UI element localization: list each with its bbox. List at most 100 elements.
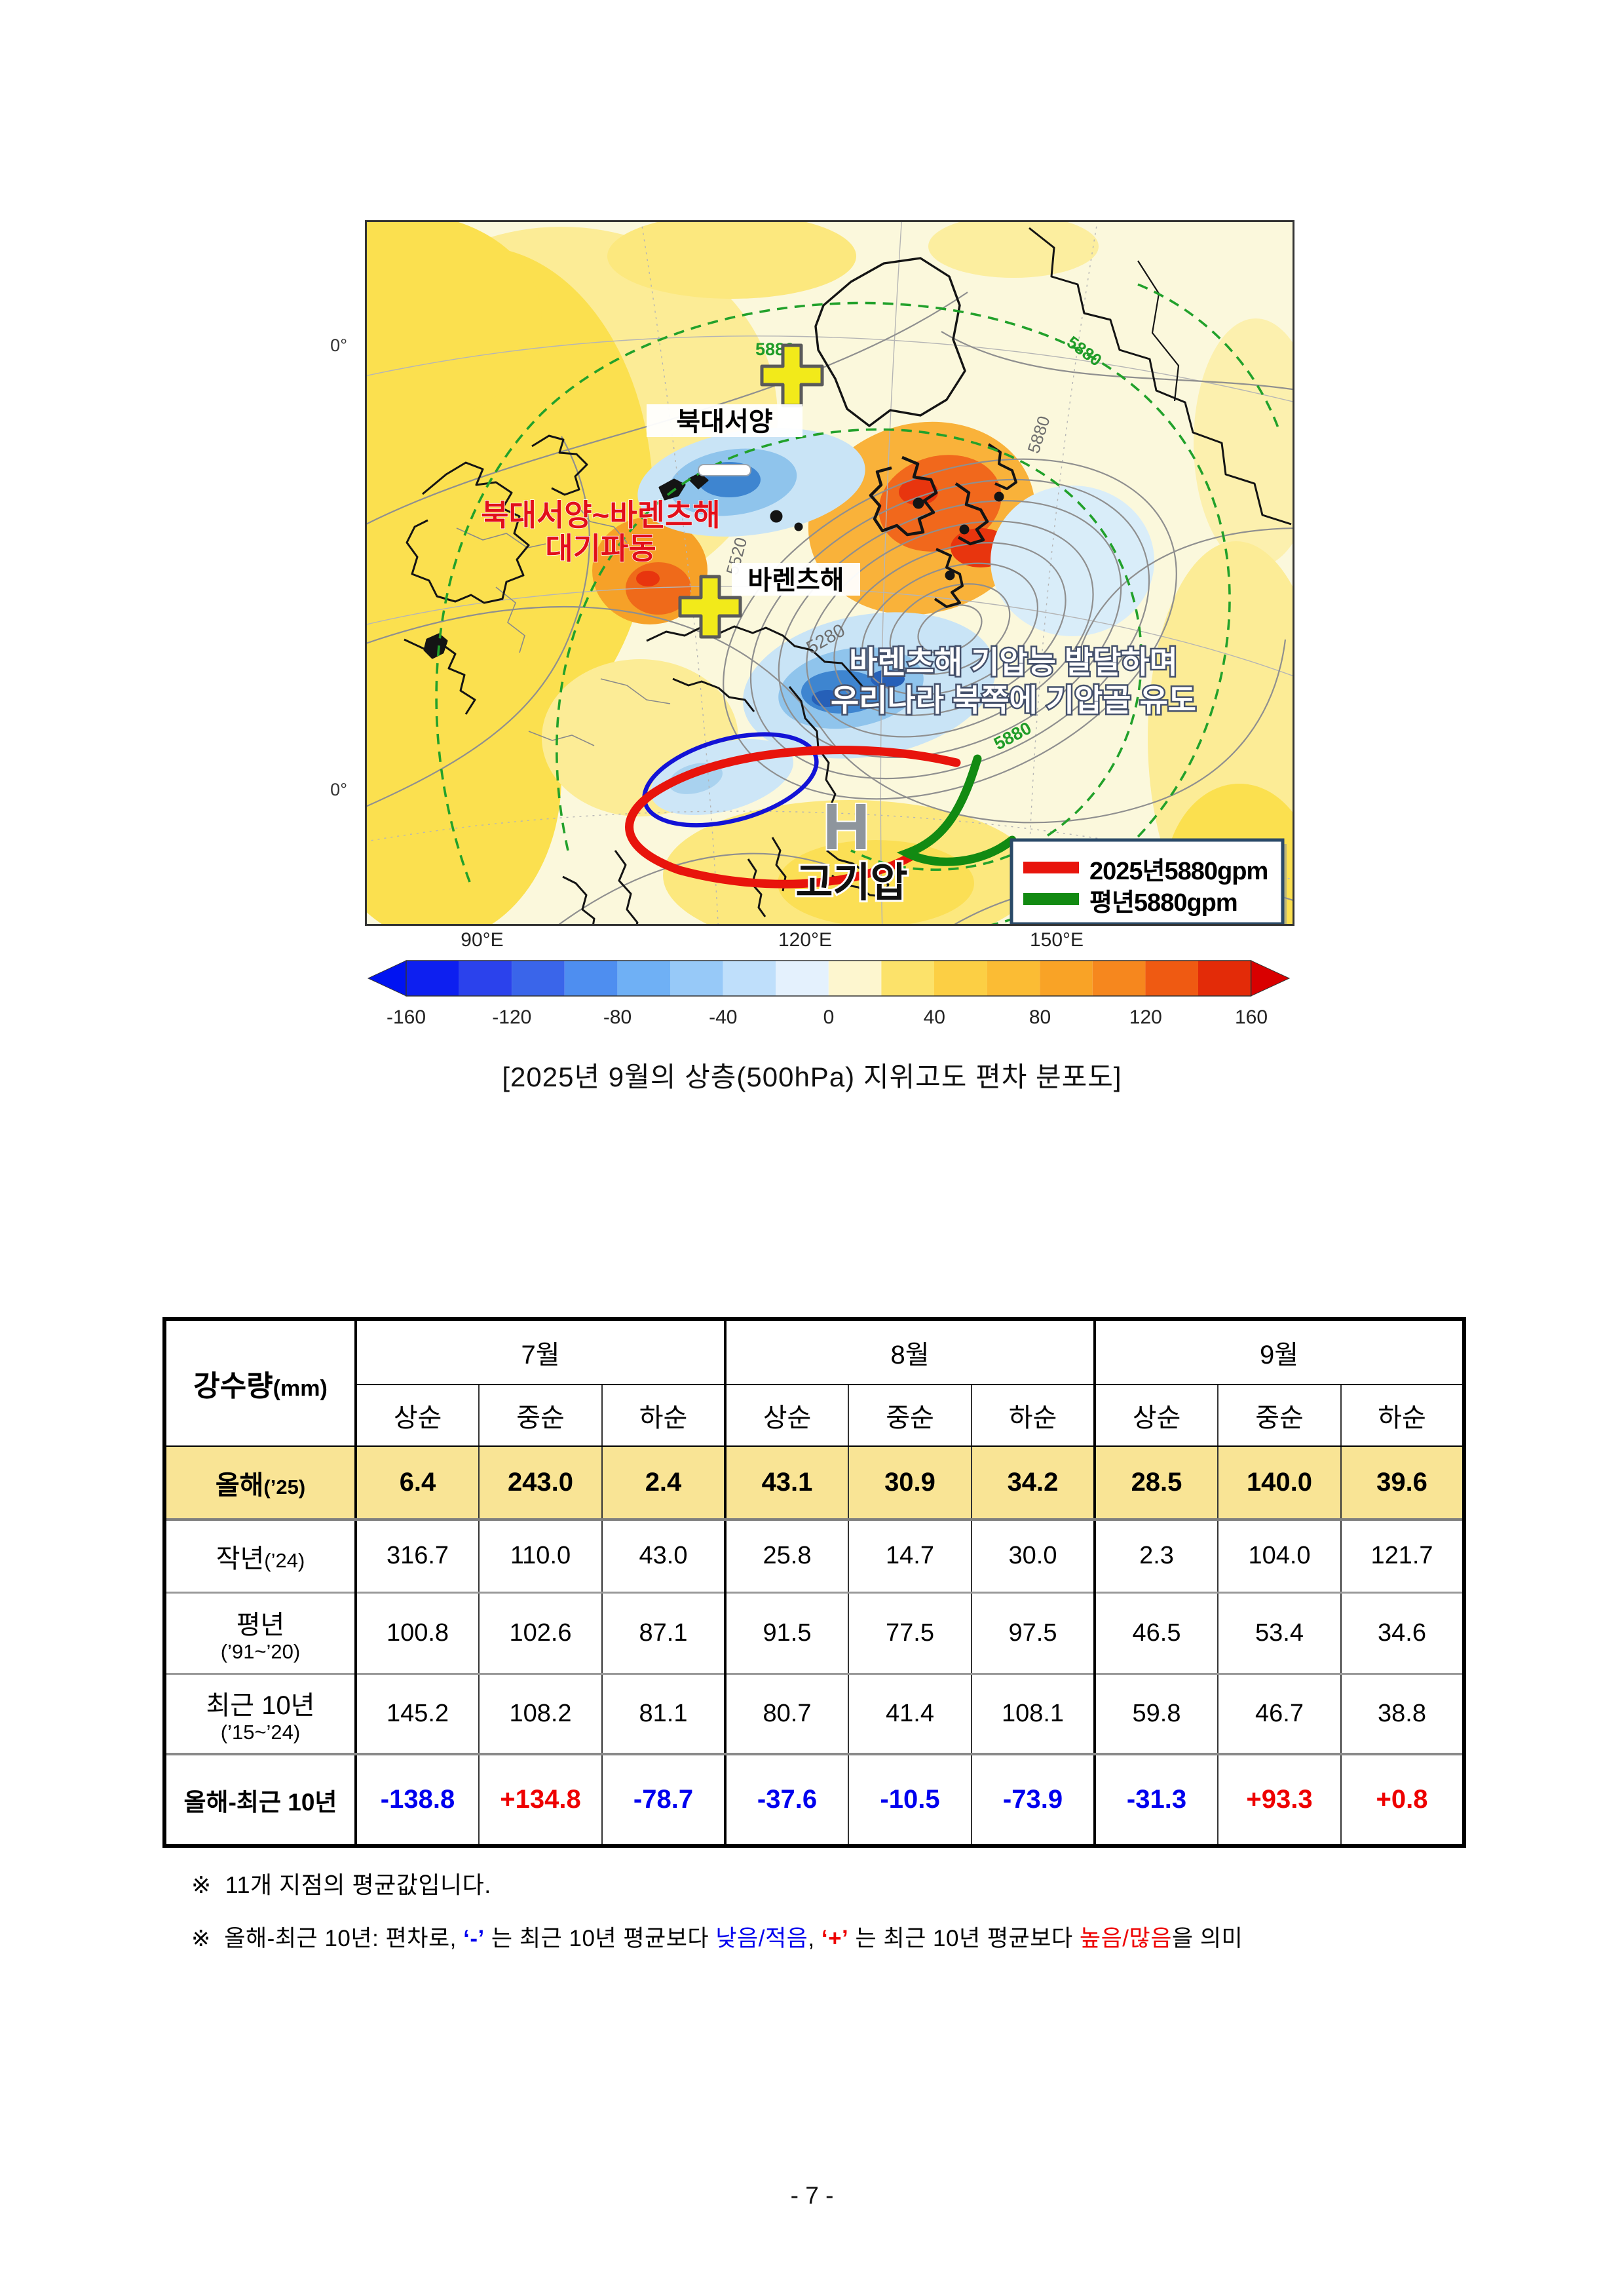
colorbar-segment	[987, 961, 1040, 996]
corner-unit: (mm)	[273, 1376, 328, 1401]
subheader: 상순	[1093, 1385, 1218, 1447]
cell: 14.7	[848, 1520, 972, 1594]
cell: 91.5	[724, 1592, 849, 1675]
legend-label-normal: 평년5880gpm	[1089, 889, 1237, 917]
legend-label-2025: 2025년5880gpm	[1089, 858, 1268, 885]
colorbar-segment	[670, 961, 723, 996]
colorbar-segment	[617, 961, 670, 996]
colorbar-segment	[1092, 961, 1146, 996]
footnote-marker: ※	[191, 1926, 211, 1951]
map-frame	[365, 220, 1294, 926]
cell: -73.9	[971, 1754, 1095, 1846]
colorbar-segment	[1198, 961, 1251, 996]
subheader: 중순	[848, 1385, 972, 1447]
table-corner-header: 강수량(mm)	[164, 1319, 357, 1447]
row-label: 올해	[215, 1470, 264, 1500]
legend-swatch-2025	[1023, 862, 1079, 873]
footnote-lower-term: 낮음/적음	[715, 1926, 808, 1951]
row-last-year: 작년(’24) 316.7 110.0 43.0 25.8 14.7 30.0 …	[164, 1520, 1465, 1594]
colorbar-segment	[459, 961, 512, 996]
lon-label-150e: 150°E	[1029, 929, 1084, 951]
colorbar-segment	[723, 961, 776, 996]
colorbar-segment	[1145, 961, 1198, 996]
cell: 43.0	[601, 1520, 726, 1594]
map-legend: 2025년5880gpm 평년5880gpm	[1010, 838, 1287, 926]
footnote-text: 11개 지점의 평균값입니다.	[225, 1871, 491, 1898]
row-label-paren: (’25)	[263, 1475, 306, 1499]
cell: 243.0	[478, 1446, 603, 1521]
colorbar-segment	[934, 961, 987, 996]
row-label: 올해-최근 10년	[183, 1788, 337, 1816]
subheader: 중순	[1217, 1385, 1342, 1447]
footnote-deviation: ※ 올해-최근 10년: 편차로, ‘-’ 는 최근 10년 평균보다 낮음/적…	[191, 1920, 1243, 1953]
cell: 28.5	[1093, 1446, 1218, 1521]
row-normal: 평년 (’91~’20) 100.8 102.6 87.1 91.5 77.5 9…	[164, 1592, 1465, 1675]
cell: 316.7	[354, 1520, 480, 1594]
page-number: - 7 -	[790, 2182, 834, 2209]
cell: 59.8	[1093, 1674, 1218, 1755]
footnote-plus-symbol: ‘+’	[821, 1926, 849, 1951]
north-atlantic-text: 북대서양	[676, 408, 772, 436]
cell: -31.3	[1093, 1754, 1218, 1846]
row-recent-10yr: 최근 10년 (’15~’24) 145.2 108.2 81.1 80.7 41…	[164, 1674, 1465, 1755]
cell: +134.8	[478, 1754, 603, 1846]
lat-label-0-bottom: 0°	[330, 780, 347, 799]
colorbar-left-arrow	[367, 960, 407, 997]
footnote-part: 올해-최근 10년: 편차로,	[224, 1926, 464, 1951]
cell: 38.8	[1340, 1674, 1465, 1755]
cell: 87.1	[601, 1592, 726, 1675]
footnote-higher-term: 높음/많음	[1079, 1926, 1172, 1951]
cell: 110.0	[478, 1520, 603, 1594]
cell: 145.2	[354, 1674, 480, 1755]
subheader: 상순	[724, 1385, 849, 1447]
colorbar-segment	[564, 961, 618, 996]
footnote-marker: ※	[191, 1871, 212, 1898]
lat-label-0-top: 0°	[330, 335, 347, 355]
colorbar-tick: -40	[709, 1006, 737, 1028]
colorbar-tick: -120	[492, 1006, 531, 1028]
cell: 81.1	[601, 1674, 726, 1755]
colorbar-segment	[881, 961, 934, 996]
row-label-paren: (’15~’24)	[220, 1720, 301, 1744]
cell: +93.3	[1217, 1754, 1342, 1846]
country-borders	[456, 501, 671, 746]
cell: 108.2	[478, 1674, 603, 1755]
row-this-year: 올해(’25) 6.4 243.0 2.4 43.1 30.9 34.2 28.…	[164, 1446, 1465, 1521]
colorbar-segment	[406, 961, 459, 996]
green-normal-5880-line	[896, 754, 1017, 866]
cell: -78.7	[601, 1754, 726, 1846]
colorbar-segment	[776, 961, 829, 996]
precipitation-table: 강수량(mm) 7월 8월 9월 상순 중순 하순 상순 중순 하순 상순 중순…	[162, 1317, 1467, 1848]
row-label: 평년	[236, 1610, 285, 1639]
high-pressure-label: 고기압	[795, 860, 907, 906]
barents-label: 바렌츠해	[732, 563, 860, 596]
cell: 46.7	[1217, 1674, 1342, 1755]
cell: 100.8	[354, 1592, 480, 1675]
cell: 53.4	[1217, 1592, 1342, 1675]
footnote-part: 을 의미	[1171, 1926, 1243, 1951]
subheader: 하순	[971, 1385, 1095, 1447]
subheader: 상순	[354, 1385, 480, 1447]
cell: -10.5	[848, 1754, 972, 1846]
subheader: 하순	[601, 1385, 726, 1447]
colorbar-tick: 120	[1129, 1006, 1162, 1028]
footnote-part: 는 최근 10년 평균보다	[848, 1926, 1080, 1951]
cell: 121.7	[1340, 1520, 1465, 1594]
barents-text: 바렌츠해	[747, 566, 844, 595]
subheader: 중순	[478, 1385, 603, 1447]
footnote-minus-symbol: ‘-’	[463, 1926, 485, 1951]
colorbar-tick: 80	[1029, 1006, 1051, 1028]
ridge-annotation-line2: 우리나라 북쪽에 기압골 유도	[831, 683, 1196, 718]
cell: 97.5	[971, 1592, 1095, 1675]
anomaly-colorbar: -160 -120 -80 -40 0 40 80 120 160	[367, 960, 1291, 1028]
colorbar-segment	[512, 961, 565, 996]
lon-label-90e: 90°E	[461, 929, 504, 951]
height-anomaly-map: 5880 5880 5880 5880 5520 5280 북대서양	[365, 220, 1294, 926]
cell: 34.6	[1340, 1592, 1465, 1675]
cell: 34.2	[971, 1446, 1095, 1521]
ridge-annotation-line1: 바렌츠해 기압능 발달하며	[849, 645, 1178, 679]
row-label: 작년	[216, 1544, 265, 1573]
corner-title: 강수량	[193, 1370, 273, 1402]
cell: 46.5	[1093, 1592, 1218, 1675]
